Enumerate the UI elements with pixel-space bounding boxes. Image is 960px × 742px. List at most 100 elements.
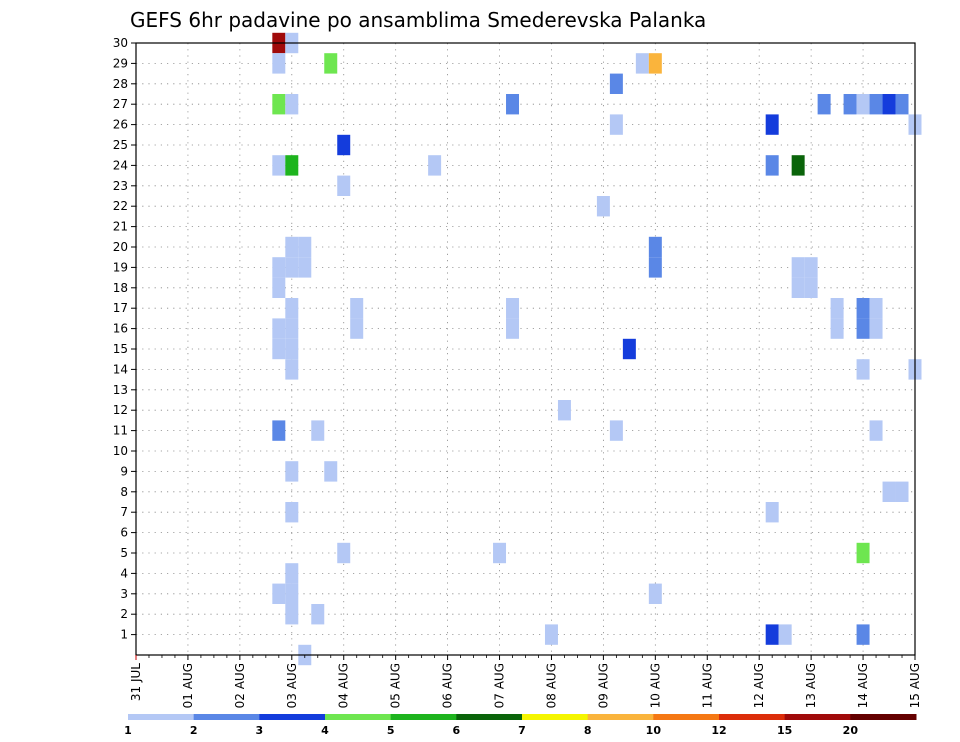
colorbar-segment: [719, 714, 786, 720]
precip-cell: [544, 624, 558, 645]
precip-cell: [817, 94, 831, 115]
precip-cell: [506, 94, 520, 115]
y-tick-label: 3: [120, 587, 128, 601]
precip-cell: [765, 114, 779, 135]
x-tick-label: 06 AUG: [441, 663, 455, 708]
colorbar-segment: [850, 714, 917, 720]
precip-cell: [830, 318, 844, 339]
precip-cell: [337, 134, 351, 156]
precip-cell: [285, 604, 299, 625]
precip-cell: [298, 257, 312, 278]
precip-cell: [337, 542, 351, 564]
precip-cell: [493, 542, 507, 564]
precip-cell: [272, 338, 286, 360]
y-tick-label: 10: [113, 444, 128, 458]
precip-cell: [350, 318, 364, 339]
colorbar-label: 8: [584, 724, 592, 737]
colorbar-label: 20: [843, 724, 859, 737]
precip-cell: [856, 542, 870, 564]
y-tick-label: 14: [113, 362, 128, 376]
precip-cell: [778, 624, 792, 645]
precip-cell: [285, 257, 299, 278]
precip-cell: [298, 236, 312, 258]
precip-cell: [765, 502, 779, 523]
grid-lines: [136, 42, 915, 655]
precip-cell: [311, 420, 325, 441]
precip-cell: [272, 420, 286, 441]
y-tick-label: 20: [113, 240, 128, 254]
colorbar-segment: [587, 714, 654, 720]
x-tick-label: 12 AUG: [752, 663, 766, 708]
y-tick-label: 21: [113, 220, 128, 234]
y-tick-label: 6: [120, 526, 128, 540]
precip-cell: [648, 53, 662, 74]
x-tick-label: 04 AUG: [337, 663, 351, 708]
precip-cell: [285, 563, 299, 584]
precip-cell: [791, 257, 805, 278]
precip-cell: [428, 155, 442, 176]
precip-cell: [869, 94, 883, 115]
precip-cell: [324, 53, 338, 74]
y-tick-label: 23: [113, 179, 128, 193]
precip-cell: [856, 94, 870, 115]
colorbar-label: 4: [321, 724, 329, 737]
plot-frame: [135, 42, 916, 656]
colorbar-segment: [259, 714, 326, 720]
y-tick-label: 1: [120, 628, 128, 642]
x-tick-label: 14 AUG: [856, 663, 870, 708]
y-tick-label: 28: [113, 77, 128, 91]
precip-cell: [285, 583, 299, 604]
precip-cell: [337, 175, 351, 196]
x-tick-label: 05 AUG: [389, 663, 403, 708]
precip-cell: [609, 73, 623, 94]
precip-cell: [596, 196, 610, 217]
colorbar: 1 2 3 4 5 6 7 8 10 12 15 20: [124, 714, 917, 737]
x-tick-label: 15 AUG: [908, 663, 922, 708]
precip-cell: [285, 155, 299, 176]
y-tick-label: 18: [113, 281, 128, 295]
precip-cell: [882, 94, 896, 115]
x-tick-label: 02 AUG: [233, 663, 247, 708]
precip-cell: [791, 155, 805, 176]
y-tick-label: 25: [113, 138, 128, 152]
precip-cell: [882, 481, 896, 502]
precip-cell: [856, 624, 870, 645]
precip-cell: [648, 583, 662, 604]
precip-cell: [285, 461, 299, 482]
y-tick-label: 13: [113, 383, 128, 397]
x-tick-label: 07 AUG: [493, 663, 507, 708]
precip-cell: [895, 481, 909, 502]
y-tick-label: 5: [120, 546, 128, 560]
x-tick-label: 09 AUG: [596, 663, 610, 708]
y-tick-label: 9: [120, 464, 128, 478]
precip-cell: [765, 624, 779, 645]
precip-cell: [311, 604, 325, 625]
colorbar-label: 7: [518, 724, 526, 737]
precip-cell: [272, 583, 286, 604]
y-tick-label: 4: [120, 566, 128, 580]
precip-cell: [856, 359, 870, 380]
y-tick-label: 11: [113, 424, 128, 438]
precip-cell: [869, 420, 883, 441]
y-tick-label: 22: [113, 199, 128, 213]
colorbar-label: 1: [124, 724, 132, 737]
precip-cell: [285, 359, 299, 380]
y-tick-label: 15: [113, 342, 128, 356]
y-tick-label: 7: [120, 505, 128, 519]
precip-cell: [285, 502, 299, 523]
precip-cell: [350, 298, 364, 319]
x-tick-label: 10 AUG: [648, 663, 662, 708]
y-tick-label: 27: [113, 97, 128, 111]
precip-cell: [272, 155, 286, 176]
precip-cell: [272, 318, 286, 339]
precip-cell: [272, 277, 286, 298]
x-tick-label: 11 AUG: [700, 663, 714, 708]
precip-cell: [272, 257, 286, 278]
data-cells: [272, 32, 922, 666]
colorbar-segment: [522, 714, 589, 720]
y-tick-label: 19: [113, 260, 128, 274]
precip-cell: [609, 420, 623, 441]
y-tick-label: 26: [113, 118, 128, 132]
colorbar-segment: [784, 714, 851, 720]
